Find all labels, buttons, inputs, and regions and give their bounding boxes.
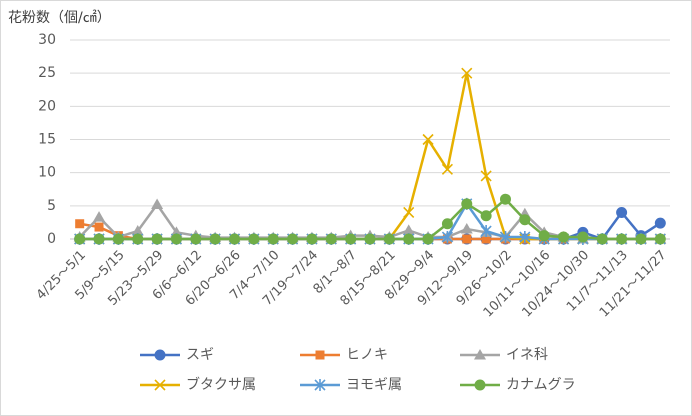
marker — [461, 198, 473, 210]
y-tick-label: 15 — [38, 132, 56, 148]
marker — [616, 206, 628, 218]
marker — [209, 233, 221, 245]
marker — [170, 233, 182, 245]
marker — [461, 67, 473, 79]
marker — [441, 163, 453, 175]
marker — [422, 133, 434, 146]
legend-item: ヒノキ — [300, 347, 388, 363]
marker — [151, 233, 163, 245]
marker — [654, 233, 666, 245]
y-tick-label: 5 — [47, 198, 56, 214]
legend-label: イネ科 — [506, 347, 548, 363]
y-tick-label: 0 — [47, 231, 56, 247]
legend-label: カナムグラ — [506, 377, 576, 393]
marker — [519, 231, 531, 244]
legend-item: ヨモギ属 — [300, 377, 402, 393]
marker — [154, 349, 166, 361]
marker — [170, 226, 183, 237]
marker — [306, 233, 318, 245]
marker — [538, 230, 550, 242]
marker — [422, 233, 434, 245]
marker — [151, 198, 164, 210]
marker — [229, 233, 241, 245]
marker — [314, 379, 326, 391]
marker — [499, 231, 512, 244]
legend-item: イネ科 — [460, 347, 548, 363]
y-tick-label: 30 — [38, 32, 56, 48]
legend-label: ヒノキ — [346, 347, 388, 363]
marker — [132, 233, 144, 245]
marker — [93, 233, 105, 245]
marker — [441, 218, 453, 230]
marker — [462, 234, 472, 244]
marker — [558, 231, 570, 243]
marker — [499, 193, 511, 205]
marker — [460, 223, 473, 234]
legend-item: カナムグラ — [460, 377, 576, 393]
marker — [474, 349, 486, 360]
y-tick-label: 20 — [38, 98, 56, 114]
marker — [131, 225, 144, 236]
marker — [325, 233, 337, 245]
marker — [93, 211, 106, 222]
marker — [345, 233, 357, 245]
marker — [481, 234, 491, 244]
marker — [403, 206, 415, 219]
marker — [154, 379, 166, 391]
chart-title: 花粉数（個/㎠） — [8, 10, 111, 26]
marker — [616, 233, 628, 245]
marker — [364, 233, 376, 245]
marker — [480, 225, 492, 238]
marker — [596, 233, 608, 245]
marker — [287, 233, 299, 245]
marker — [315, 350, 325, 360]
legend-label: スギ — [186, 347, 214, 363]
marker — [112, 233, 124, 245]
marker — [74, 233, 86, 245]
marker — [190, 233, 202, 245]
marker — [402, 224, 415, 235]
marker — [519, 214, 531, 226]
marker — [577, 231, 589, 243]
marker — [441, 231, 453, 244]
marker — [94, 222, 104, 232]
marker — [474, 379, 486, 391]
legend-label: ヨモギ属 — [346, 377, 402, 393]
marker — [480, 170, 492, 182]
legend-item: スギ — [140, 347, 214, 363]
marker — [635, 233, 647, 245]
legend-item: ブタクサ属 — [140, 376, 256, 393]
marker — [654, 217, 666, 229]
y-tick-label: 25 — [38, 65, 56, 81]
y-tick-label: 10 — [38, 165, 56, 181]
marker — [248, 233, 260, 245]
marker — [383, 233, 395, 245]
marker — [480, 210, 492, 222]
marker — [403, 233, 415, 245]
marker — [75, 219, 85, 229]
legend-label: ブタクサ属 — [186, 376, 256, 393]
marker — [267, 233, 279, 245]
